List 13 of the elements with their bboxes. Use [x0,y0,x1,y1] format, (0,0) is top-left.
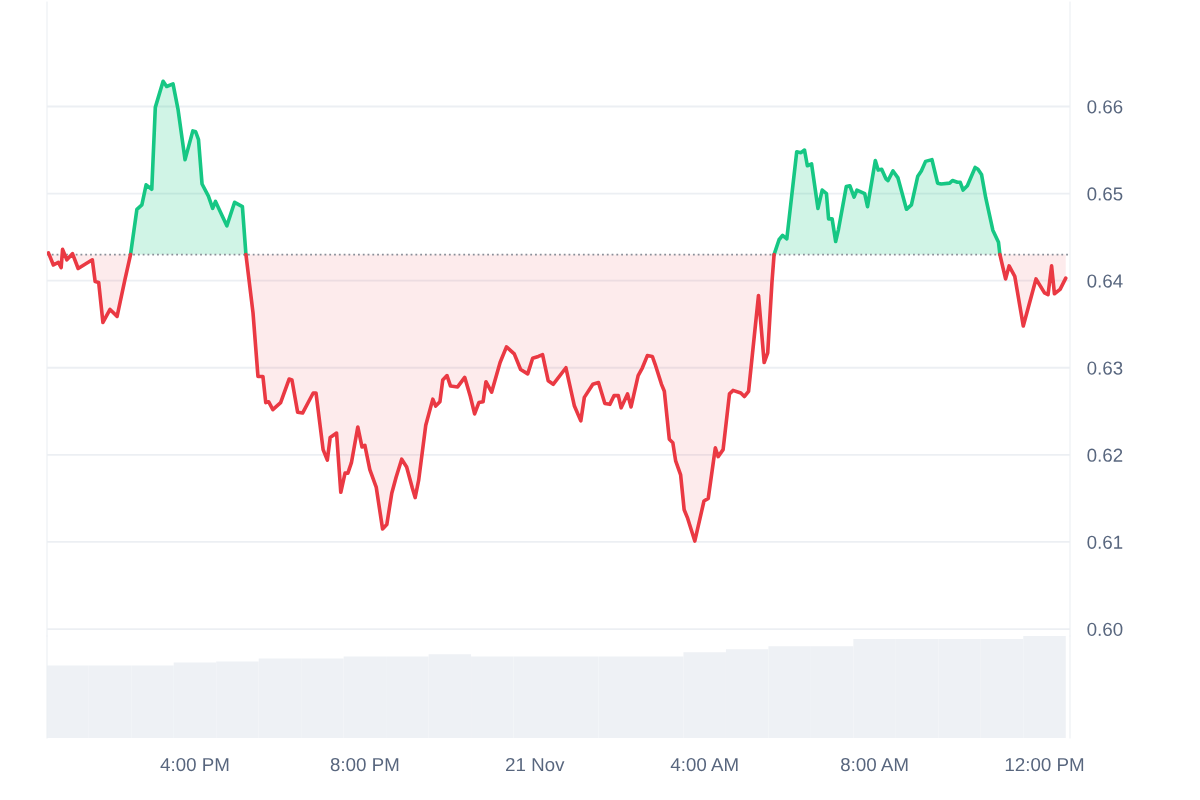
x-tick-label: 12:00 PM [1005,757,1084,772]
y-tick-label: 0.65 [1087,187,1123,201]
x-tick-label: 4:00 AM [670,757,738,772]
y-tick-label: 0.60 [1087,622,1123,637]
y-tick-label: 0.62 [1087,448,1123,462]
x-tick-label: 4:00 PM [160,757,229,772]
y-tick-label: 0.66 [1087,100,1123,114]
y-tick-label: 0.63 [1087,361,1123,375]
x-tick-label: 8:00 AM [841,757,908,772]
x-tick-label: 8:00 PM [330,757,399,772]
y-tick-label: 0.61 [1087,535,1123,549]
x-tick-label: 21 Nov [506,757,565,772]
y-tick-label: 0.64 [1087,274,1123,288]
